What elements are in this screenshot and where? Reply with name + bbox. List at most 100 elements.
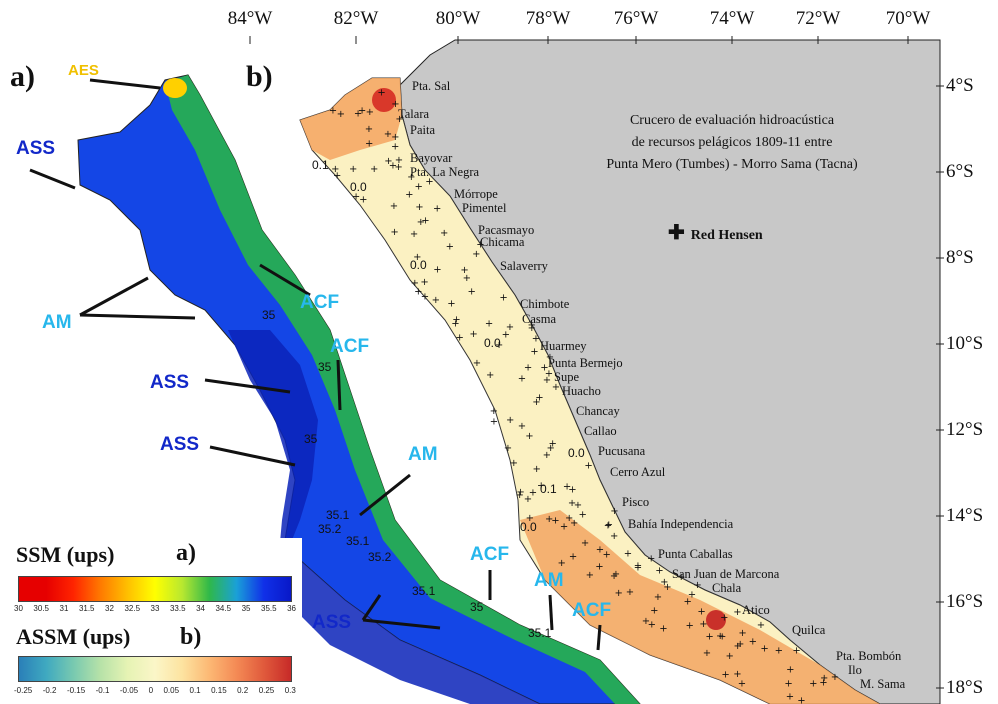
station-cross: + <box>451 319 459 330</box>
station-cross: + <box>650 606 658 617</box>
station-cross: + <box>543 450 551 461</box>
ssm-tick-label: 32 <box>105 604 114 613</box>
station-cross: + <box>495 340 503 351</box>
legend-panel: SSM (ups) a) 30 30.5 31 31.5 32 32.5 33 33.5 34 3… <box>4 538 302 704</box>
station-cross: + <box>721 670 729 681</box>
station-cross: + <box>568 484 576 495</box>
station-cross: + <box>551 516 559 527</box>
ssm-tick-label: 33.5 <box>169 604 186 613</box>
station-cross: + <box>446 242 454 253</box>
station-cross: + <box>354 108 362 119</box>
station-cross: + <box>734 641 742 652</box>
station-cross: + <box>502 330 510 341</box>
assm-tick-label: 0.25 <box>258 686 275 695</box>
station-cross: + <box>615 588 623 599</box>
lat-label: 8°S <box>946 247 974 268</box>
ssm-tick-label: 30.5 <box>33 604 49 613</box>
ssm-colorbar <box>18 576 292 602</box>
station-cross: + <box>820 673 828 684</box>
label-acf-1: ACF <box>300 292 340 313</box>
arrow-ass-5 <box>361 594 382 621</box>
label-ass-3: ASS <box>160 434 200 455</box>
station-cross: + <box>391 141 399 152</box>
station-cross: + <box>569 551 577 562</box>
assm-colorbar <box>18 656 292 682</box>
station-cross: + <box>365 124 373 135</box>
contour-label: 35.1 <box>346 534 370 548</box>
station-cross: + <box>476 240 484 251</box>
contour-label: 35.2 <box>318 522 342 536</box>
contour-label: 0.0 <box>520 520 537 534</box>
station-cross: + <box>329 106 337 117</box>
lat-label: 6°S <box>946 161 974 182</box>
station-cross: + <box>452 314 460 325</box>
arrow-ass-4 <box>362 618 441 630</box>
ssm-tick-label: 35 <box>241 604 251 613</box>
station-cross: + <box>518 421 526 432</box>
station-cross: + <box>395 114 403 125</box>
station-cross: + <box>352 192 360 203</box>
station-cross: + <box>421 291 429 302</box>
place-label: Pta. Sal <box>412 79 451 93</box>
place-label: San Juan de Marcona <box>672 567 780 581</box>
station-cross: + <box>603 550 611 561</box>
assm-tick-label: 0 <box>148 686 154 695</box>
station-cross: + <box>447 299 455 310</box>
place-label: Callao <box>584 424 617 438</box>
station-cross: + <box>610 506 618 517</box>
station-cross: + <box>395 155 403 166</box>
station-cross: + <box>584 460 592 471</box>
panel-b-hot-spot-south <box>706 610 726 630</box>
station-cross: + <box>532 333 540 344</box>
place-label: Pucusana <box>598 444 646 458</box>
ssm-tick-label: 34 <box>196 604 205 613</box>
cruise-title-line: de recursos pelágicos 1809-11 entre <box>631 135 833 150</box>
contour-label: 35.1 <box>412 584 436 598</box>
station-cross: + <box>516 490 524 501</box>
station-legend: ✚ Red Hensen <box>668 220 763 245</box>
assm-tick-label: -0.1 <box>95 686 110 695</box>
ssm-tick-label: 30 <box>14 604 23 613</box>
arrow-am-1 <box>79 276 149 317</box>
station-cross: + <box>389 161 397 172</box>
place-label: Pacasmayo <box>478 223 535 237</box>
station-cross: + <box>831 672 839 683</box>
place-label: Pta. La Negra <box>410 165 480 179</box>
station-cross: + <box>370 164 378 175</box>
station-cross: + <box>415 202 423 213</box>
arrow-ass-3 <box>209 445 296 467</box>
arrow-aes <box>89 78 161 90</box>
contour-label: 35.2 <box>368 550 392 564</box>
station-cross: + <box>518 374 526 385</box>
station-cross: + <box>333 171 341 182</box>
assm-tick-label: -0.25 <box>14 686 33 695</box>
station-cross: + <box>663 582 671 593</box>
station-cross: + <box>716 631 724 642</box>
station-cross: + <box>499 292 507 303</box>
panel-b-letter: b) <box>246 60 273 93</box>
contour-label: 35 <box>304 432 318 446</box>
arrow-am-4 <box>548 594 554 631</box>
station-cross: + <box>460 265 468 276</box>
legend-ssm-letter: a) <box>176 540 196 566</box>
lon-label: 76°W <box>613 8 659 29</box>
legend-assm-title: ASSM (ups) <box>16 624 131 649</box>
station-cross: + <box>413 252 421 263</box>
ssm-tick-label: 33 <box>150 604 160 613</box>
station-cross: + <box>543 375 551 386</box>
place-label: Punta Bermejo <box>548 356 623 370</box>
station-cross: + <box>604 520 612 531</box>
station-cross: + <box>612 569 620 580</box>
station-cross: + <box>570 518 578 529</box>
contour-label: 35.1 <box>326 508 350 522</box>
station-cross: + <box>506 322 514 333</box>
station-cross: + <box>468 287 476 298</box>
station-cross: + <box>568 498 576 509</box>
place-label: Ilo <box>848 663 862 677</box>
annotation-arrows <box>29 78 602 651</box>
station-cross: + <box>469 329 477 340</box>
lon-label: 72°W <box>795 8 841 29</box>
station-cross: + <box>545 368 553 379</box>
station-cross: + <box>384 129 392 140</box>
